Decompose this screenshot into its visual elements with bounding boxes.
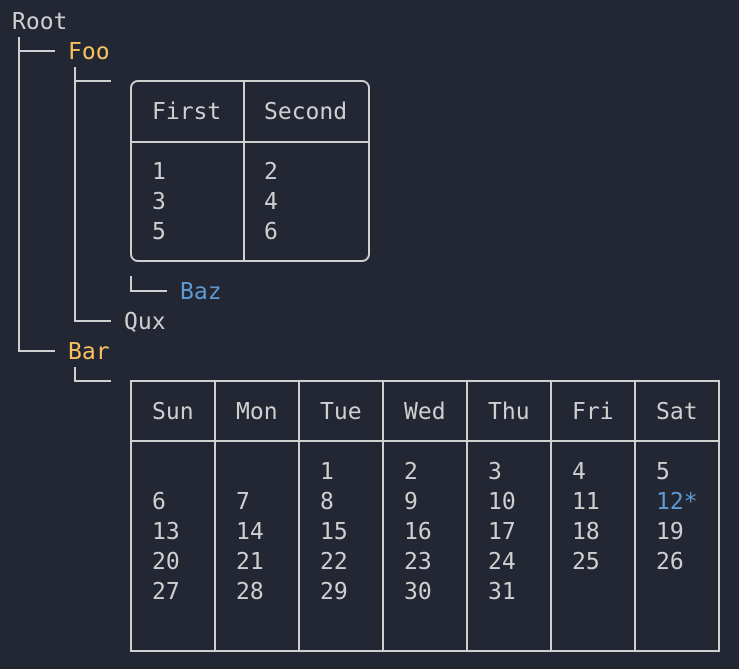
- calendar-day[interactable]: 8: [320, 489, 334, 515]
- table-cell: 5: [152, 219, 166, 245]
- calendar-day[interactable]: 24: [488, 549, 516, 575]
- column-divider: [243, 82, 245, 260]
- calendar-day[interactable]: 2: [404, 459, 418, 485]
- calendar-day[interactable]: 16: [404, 519, 432, 545]
- table-cell: 2: [264, 159, 278, 185]
- tree-line: [130, 290, 167, 292]
- header-divider: [132, 141, 368, 143]
- calendar-day[interactable]: 15: [320, 519, 348, 545]
- calendar-day[interactable]: 13: [152, 519, 180, 545]
- calendar-day[interactable]: 7: [236, 489, 250, 515]
- calendar-day[interactable]: 4: [572, 459, 586, 485]
- tree-line: [74, 320, 111, 322]
- calendar-day[interactable]: 14: [236, 519, 264, 545]
- column-divider: [466, 382, 468, 650]
- tree-line: [74, 67, 76, 322]
- tree-line: [74, 367, 76, 382]
- calendar-day[interactable]: 6: [152, 489, 166, 515]
- tree-line: [130, 276, 132, 292]
- tree-line: [74, 380, 111, 382]
- tree-node-bar[interactable]: Bar: [68, 339, 110, 365]
- calendar-day[interactable]: 9: [404, 489, 418, 515]
- calendar-day[interactable]: 27: [152, 579, 180, 605]
- calendar-day[interactable]: 29: [320, 579, 348, 605]
- table-cell: 6: [264, 219, 278, 245]
- calendar-day[interactable]: 17: [488, 519, 516, 545]
- weekday-header: Sat: [656, 399, 698, 425]
- weekday-header: Sun: [152, 399, 194, 425]
- calendar-day[interactable]: 5: [656, 459, 670, 485]
- tree-node-baz[interactable]: Baz: [180, 279, 222, 305]
- calendar-day[interactable]: 28: [236, 579, 264, 605]
- column-header: Second: [264, 99, 348, 125]
- calendar-day[interactable]: 19: [656, 519, 684, 545]
- tree-line: [18, 50, 55, 52]
- calendar-day[interactable]: 18: [572, 519, 600, 545]
- calendar-day[interactable]: 11: [572, 489, 600, 515]
- weekday-header: Wed: [404, 399, 446, 425]
- table-cell: 4: [264, 189, 278, 215]
- calendar-day[interactable]: 26: [656, 549, 684, 575]
- weekday-header: Tue: [320, 399, 362, 425]
- calendar-day[interactable]: 31: [488, 579, 516, 605]
- tree-line: [18, 37, 20, 352]
- column-divider: [550, 382, 552, 650]
- calendar-day[interactable]: 3: [488, 459, 502, 485]
- weekday-header: Fri: [572, 399, 614, 425]
- table-cell: 3: [152, 189, 166, 215]
- column-header: First: [152, 99, 222, 125]
- header-divider: [132, 440, 718, 442]
- column-divider: [298, 382, 300, 650]
- calendar-day[interactable]: 10: [488, 489, 516, 515]
- data-table: First Second 1 2 3 4 5 6: [130, 80, 370, 262]
- calendar-day-today[interactable]: 12*: [656, 489, 698, 515]
- column-divider: [214, 382, 216, 650]
- calendar-day[interactable]: 22: [320, 549, 348, 575]
- tree-node-qux[interactable]: Qux: [124, 309, 166, 335]
- calendar-day[interactable]: 20: [152, 549, 180, 575]
- calendar: Sun Mon Tue Wed Thu Fri Sat 1 2 3 4 5 6 7 8 9 10 11 12* 13 1…: [130, 380, 720, 652]
- calendar-day[interactable]: 23: [404, 549, 432, 575]
- calendar-day[interactable]: 30: [404, 579, 432, 605]
- tree-line: [74, 80, 111, 82]
- column-divider: [634, 382, 636, 650]
- calendar-day[interactable]: 1: [320, 459, 334, 485]
- tree-node-root[interactable]: Root: [12, 9, 68, 35]
- weekday-header: Thu: [488, 399, 530, 425]
- tree-line: [18, 350, 55, 352]
- calendar-day[interactable]: 25: [572, 549, 600, 575]
- calendar-day[interactable]: 21: [236, 549, 264, 575]
- weekday-header: Mon: [236, 399, 278, 425]
- table-cell: 1: [152, 159, 166, 185]
- column-divider: [382, 382, 384, 650]
- tree-node-foo[interactable]: Foo: [68, 39, 110, 65]
